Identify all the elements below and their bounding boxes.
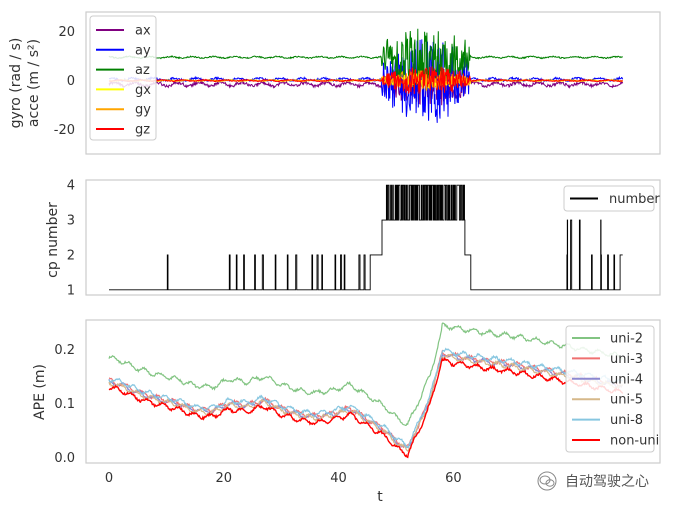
legend-label-gx: gx [135,83,151,98]
wechat-icon [537,471,557,491]
cp-yticks: 1 2 3 4 [67,179,75,299]
cp-legend: number [563,185,660,212]
imu-legend: ax ay az gx gy gz [89,15,157,141]
y-tick-label: 0.2 [54,343,75,358]
series-line-non-uni [108,356,624,459]
series-line-uni-3 [108,349,623,449]
legend-label-gz: gz [135,123,150,138]
legend-label-uni-4: uni-4 [610,372,643,387]
ape-xlabel: t [377,489,383,505]
imu-ylabel-line2: acce (m / s²) [26,39,42,127]
series-line-ay [108,39,624,123]
cp-ylabel: cp number [45,202,61,278]
series-line-gz [109,66,623,95]
ape-subplot: 0.00.10.2 0 20 40 60 APE (m) t uni-2uni-3un… [32,319,661,505]
series-line-uni-8 [108,347,623,449]
y-tick-label: 0.1 [54,397,75,412]
legend-label-ay: ay [135,43,151,58]
x-tick-label: 40 [330,471,347,486]
legend-label-az: az [135,63,150,78]
watermark: 自动驾驶之心 [537,471,649,491]
y-tick-label: 3 [67,214,75,229]
y-tick-label: 4 [67,179,75,194]
legend-label-gy: gy [135,103,151,118]
ape-yticks: 0.0 0.1 0.2 [54,343,75,466]
legend-label-uni-3: uni-3 [610,352,643,367]
imu-lines [108,28,624,123]
legend-box [563,185,655,212]
y-tick-label: 2 [67,248,75,263]
series-line-az [108,28,623,89]
x-tick-label: 20 [215,471,232,486]
legend-label-uni-8: uni-8 [610,413,643,428]
legend-label-uni-2: uni-2 [610,332,643,347]
series-line-uni-2 [108,322,623,427]
imu-ylabel-line1: gyro (rad / s) [8,38,24,129]
imu-yticks: -20 0 20 [54,25,75,138]
legend-label-non-uni: non-uni [610,434,659,449]
y-tick-label: -20 [54,123,75,138]
y-tick-label: 1 [67,283,75,298]
ape-xticks: 0 20 40 60 [105,471,462,486]
y-tick-label: 20 [58,25,75,40]
x-tick-label: 0 [105,471,113,486]
watermark-text: 自动驾驶之心 [565,474,649,490]
series-line-number [109,184,623,291]
cp-lines [109,184,623,291]
legend-label-ax: ax [135,24,151,39]
y-tick-label: 0.0 [54,451,75,466]
x-tick-label: 60 [445,471,462,486]
legend-label-uni-5: uni-5 [610,393,643,408]
ape-lines [108,322,624,459]
imu-subplot: -20 0 20 gyro (rad / s) acce (m / s²) ax ay… [8,11,661,155]
ape-axes-frame [85,319,661,464]
cp-subplot: 1 2 3 4 cp number number [45,179,661,299]
ape-ylabel: APE (m) [32,364,48,420]
ape-legend: uni-2 uni-3 uni-4 uni-5 uni-8 non-uni [565,325,659,453]
y-tick-label: 0 [67,74,75,89]
legend-label-number: number [609,192,660,207]
